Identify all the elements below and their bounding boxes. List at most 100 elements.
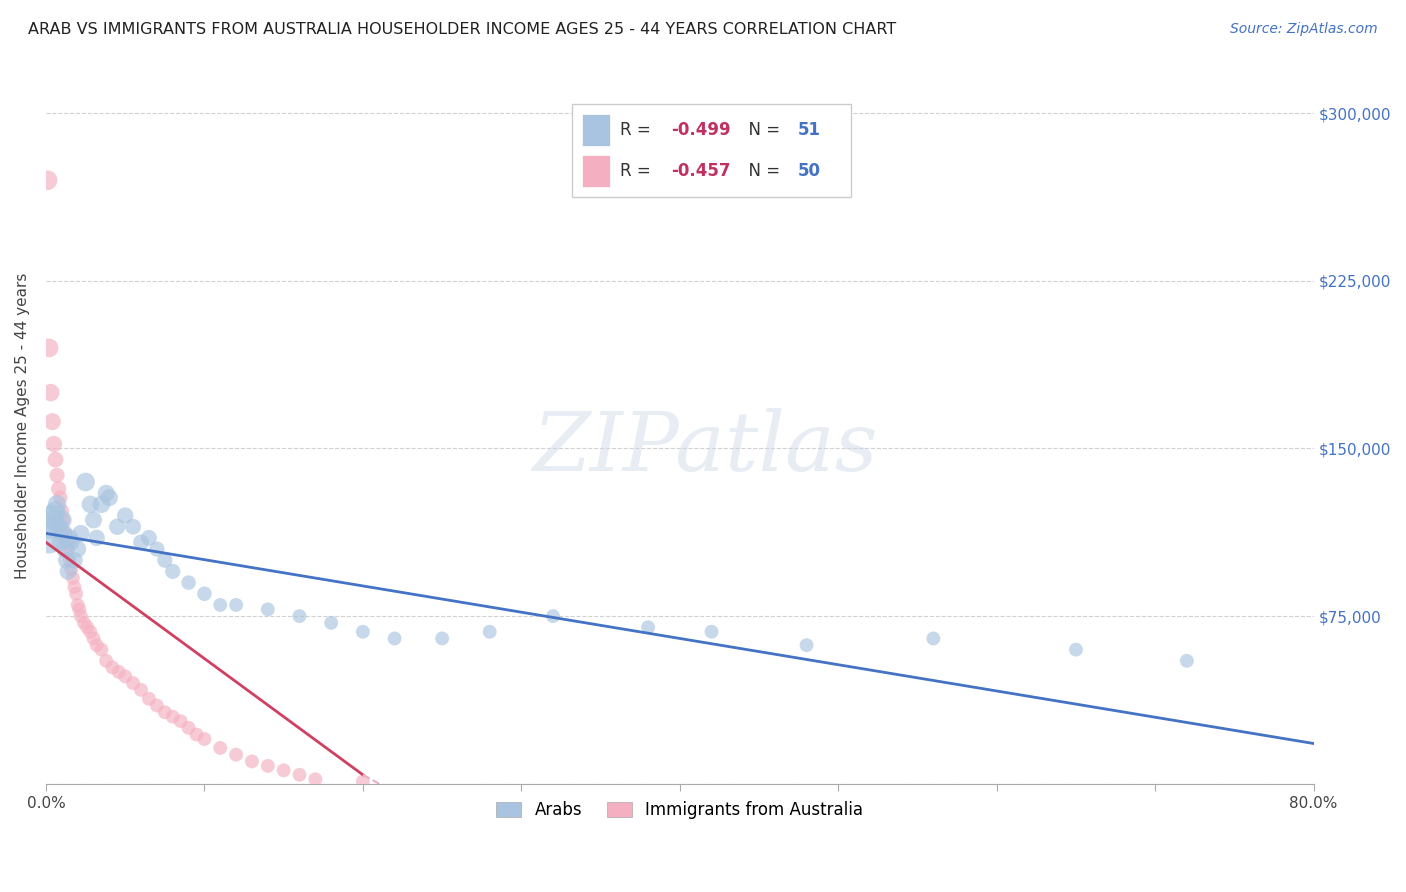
Y-axis label: Householder Income Ages 25 - 44 years: Householder Income Ages 25 - 44 years [15,273,30,579]
Point [129,535,152,549]
Point [108,665,131,679]
Point [79,497,101,511]
Point [48,519,70,533]
Point [39,385,62,400]
Point [73,615,96,630]
Text: 50: 50 [797,162,821,180]
Point [41,415,63,429]
Point [76,620,98,634]
Point [169,714,191,728]
Point [69,526,91,541]
Point [56,542,79,557]
Point [41,508,63,523]
Point [225,747,247,762]
Point [55,553,77,567]
Point [42,513,65,527]
Point [44,452,66,467]
Point [288,768,311,782]
Point [430,632,453,646]
Point [122,676,145,690]
Point [796,638,818,652]
Point [209,741,232,756]
Point [42,437,65,451]
Point [256,602,278,616]
Point [186,728,208,742]
Point [75,475,97,489]
Point [52,513,75,527]
Point [288,609,311,624]
Point [49,491,72,505]
Text: ARAB VS IMMIGRANTS FROM AUSTRALIA HOUSEHOLDER INCOME AGES 25 - 44 YEARS CORRELAT: ARAB VS IMMIGRANTS FROM AUSTRALIA HOUSEH… [28,22,897,37]
Text: 51: 51 [797,121,821,139]
Point [46,468,69,483]
Point [114,669,136,683]
Point [129,682,152,697]
Point [146,542,169,557]
Bar [582,155,610,187]
Point [90,642,112,657]
Point [67,602,90,616]
Point [304,772,326,787]
Text: Source: ZipAtlas.com: Source: ZipAtlas.com [1230,22,1378,37]
Point [922,632,945,646]
Point [352,774,374,789]
Point [59,553,82,567]
Point [60,535,83,549]
Point [105,519,128,533]
Point [162,565,184,579]
Point [96,654,118,668]
FancyBboxPatch shape [572,104,851,197]
Point [321,615,343,630]
Point [55,535,77,549]
Point [1175,654,1198,668]
Point [49,535,72,549]
Point [83,632,105,646]
Text: ZIPatlas: ZIPatlas [533,408,877,488]
Point [177,721,200,735]
Point [38,341,60,355]
Point [101,660,124,674]
Point [138,691,160,706]
Point [209,598,232,612]
Point [193,732,215,747]
Point [48,482,70,496]
Point [59,531,82,545]
Point [37,173,59,187]
Point [63,580,86,594]
Point [69,609,91,624]
Point [63,553,86,567]
Point [53,526,76,541]
Point [240,755,263,769]
Text: R =: R = [620,162,657,180]
Point [39,519,62,533]
Point [51,504,73,518]
Point [65,587,87,601]
Point [146,698,169,713]
Point [83,513,105,527]
Point [700,624,723,639]
Point [478,624,501,639]
Point [384,632,406,646]
Point [53,542,76,557]
Text: -0.499: -0.499 [671,121,731,139]
Point [56,565,79,579]
Point [44,504,66,518]
Point [1064,642,1087,657]
Point [162,709,184,723]
Text: N =: N = [738,162,786,180]
Point [79,624,101,639]
Point [138,531,160,545]
Text: R =: R = [620,121,657,139]
Point [38,531,60,545]
Text: -0.457: -0.457 [671,162,731,180]
Point [96,486,118,500]
Point [66,598,89,612]
Point [541,609,564,624]
Point [225,598,247,612]
Point [122,519,145,533]
Point [66,542,89,557]
Point [46,497,69,511]
Point [62,571,84,585]
Point [86,531,108,545]
Point [86,638,108,652]
